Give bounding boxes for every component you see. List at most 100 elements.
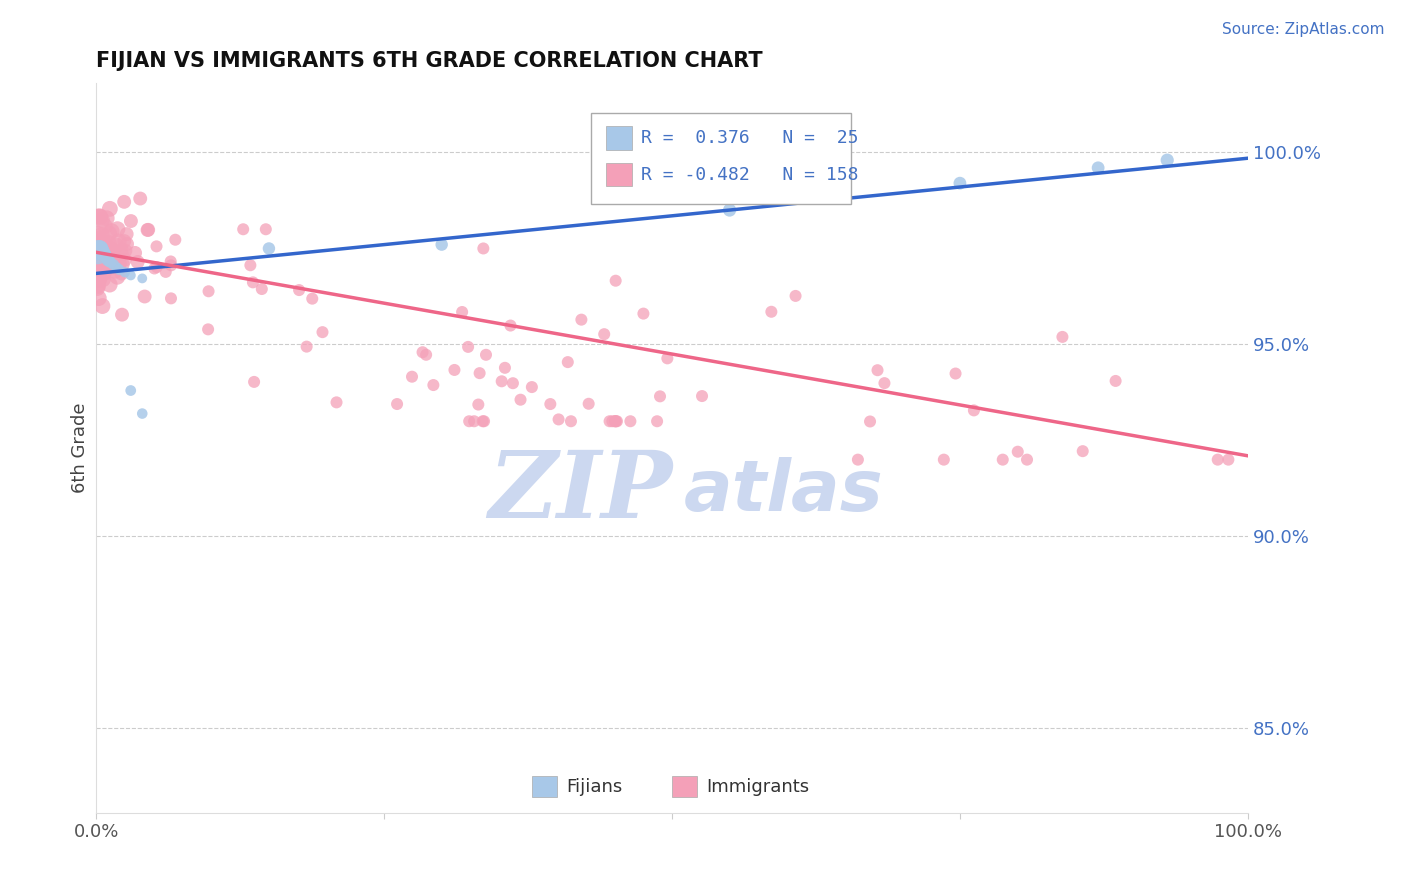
Point [101,247,124,261]
Point [605,274,627,288]
Point [1104,374,1126,388]
Point [250,282,273,296]
Point [97,257,120,271]
Point [87,273,110,287]
Point [945,367,967,381]
Point [91,254,114,268]
Point [90,253,112,268]
Point [239,258,262,272]
Point [96,211,118,226]
Point [86,237,108,252]
Point [1218,452,1240,467]
Point [457,340,479,354]
Point [103,258,125,272]
Point [89,246,111,260]
Point [288,283,311,297]
Point [648,389,671,403]
Point [91,299,114,313]
Point [87,244,110,258]
Point [93,219,115,233]
Point [605,414,627,428]
Point [963,403,986,417]
Point [401,369,423,384]
Point [111,243,134,257]
Point [1015,452,1038,467]
Point [108,262,131,277]
Point [494,360,516,375]
Point [257,242,280,256]
Point [560,414,582,428]
Point [91,244,114,259]
Point [159,254,181,268]
Point [991,452,1014,467]
Point [114,244,136,258]
Point [87,252,110,267]
Point [111,308,134,322]
Bar [606,163,631,186]
Point [89,238,111,252]
Point [115,237,138,252]
Point [90,227,112,242]
Point [89,264,111,278]
Point [578,397,600,411]
Point [160,291,183,305]
Point [472,242,495,256]
Point [458,414,481,428]
Point [98,202,121,216]
Point [91,252,114,267]
Point [112,194,135,209]
Point [385,397,408,411]
Point [93,237,115,252]
Point [86,268,108,282]
Point [846,452,869,467]
Point [101,258,124,272]
Point [107,222,129,236]
Point [557,355,579,369]
Point [520,380,543,394]
Point [87,245,110,260]
Point [491,374,513,388]
Point [111,247,134,261]
Point [602,414,624,428]
Point [105,269,128,284]
Point [89,234,111,248]
Point [1052,330,1074,344]
Point [86,243,108,257]
Point [90,242,112,256]
Point [873,376,896,391]
Point [86,245,108,260]
Text: Fijians: Fijians [567,778,623,796]
Point [242,276,264,290]
Point [502,376,524,391]
Point [145,260,167,275]
Point [657,351,679,366]
Point [87,250,110,264]
Point [101,243,124,257]
Text: R =  0.376   N =  25: R = 0.376 N = 25 [641,129,859,147]
Point [86,246,108,260]
Point [949,176,972,190]
Point [86,227,108,241]
Point [94,244,117,258]
Point [89,210,111,224]
Point [633,307,655,321]
Point [93,263,115,277]
Point [1156,153,1178,168]
Point [87,270,110,285]
Point [86,237,108,252]
Point [430,237,453,252]
Point [98,255,121,269]
Point [232,222,254,236]
Text: FIJIAN VS IMMIGRANTS 6TH GRADE CORRELATION CHART: FIJIAN VS IMMIGRANTS 6TH GRADE CORRELATI… [96,51,763,70]
Point [1007,444,1029,458]
Point [599,414,621,428]
Point [136,223,159,237]
Point [89,257,111,271]
Point [111,267,134,281]
Point [509,392,531,407]
Point [145,239,167,253]
Text: ZIP: ZIP [488,447,672,537]
Point [859,415,882,429]
Point [127,255,149,269]
Point [932,452,955,467]
